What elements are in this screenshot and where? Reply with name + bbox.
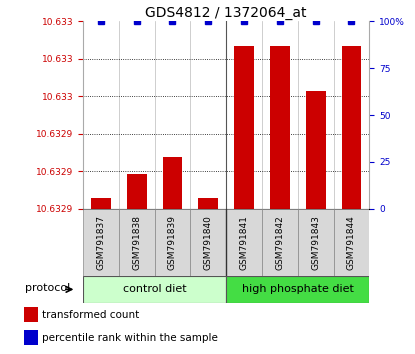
Text: GSM791838: GSM791838 bbox=[132, 215, 141, 270]
Bar bbox=[234, 46, 254, 209]
Bar bbox=[91, 199, 111, 209]
Bar bbox=[198, 199, 218, 209]
Text: high phosphate diet: high phosphate diet bbox=[242, 284, 354, 295]
Text: GSM791837: GSM791837 bbox=[96, 215, 105, 270]
Title: GDS4812 / 1372064_at: GDS4812 / 1372064_at bbox=[145, 6, 307, 20]
Text: transformed count: transformed count bbox=[42, 310, 139, 320]
FancyBboxPatch shape bbox=[262, 209, 298, 276]
Bar bbox=[163, 157, 182, 209]
Text: GSM791840: GSM791840 bbox=[204, 215, 213, 270]
Text: GSM791839: GSM791839 bbox=[168, 215, 177, 270]
Bar bbox=[24, 307, 38, 322]
FancyBboxPatch shape bbox=[334, 209, 369, 276]
Bar bbox=[342, 46, 361, 209]
FancyBboxPatch shape bbox=[155, 209, 190, 276]
Text: control diet: control diet bbox=[123, 284, 186, 295]
Bar bbox=[306, 91, 325, 209]
FancyBboxPatch shape bbox=[298, 209, 334, 276]
FancyBboxPatch shape bbox=[119, 209, 155, 276]
FancyBboxPatch shape bbox=[226, 276, 369, 303]
Text: GSM791843: GSM791843 bbox=[311, 215, 320, 270]
Text: GSM791842: GSM791842 bbox=[276, 215, 284, 270]
Text: percentile rank within the sample: percentile rank within the sample bbox=[42, 333, 218, 343]
Text: protocol: protocol bbox=[25, 283, 70, 293]
Bar bbox=[270, 46, 290, 209]
Bar bbox=[24, 330, 38, 345]
FancyBboxPatch shape bbox=[190, 209, 226, 276]
FancyBboxPatch shape bbox=[226, 209, 262, 276]
FancyBboxPatch shape bbox=[83, 276, 226, 303]
Bar bbox=[127, 174, 146, 209]
Text: GSM791841: GSM791841 bbox=[239, 215, 249, 270]
FancyBboxPatch shape bbox=[83, 209, 119, 276]
Text: GSM791844: GSM791844 bbox=[347, 215, 356, 270]
